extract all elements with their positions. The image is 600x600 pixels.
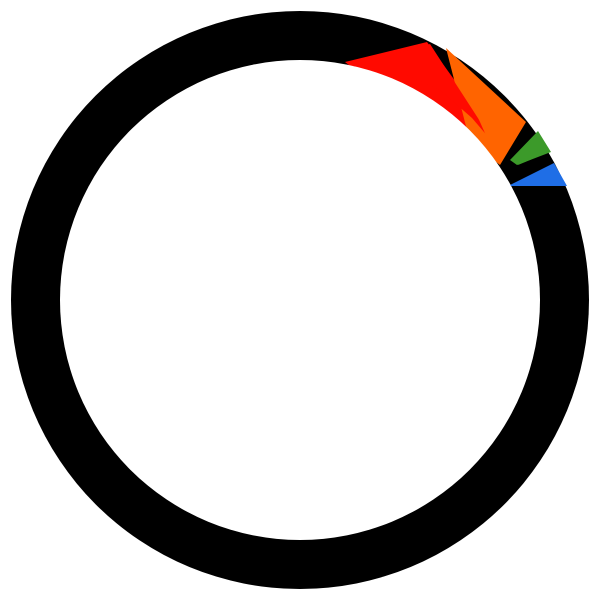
segment-red-tip [353, 44, 496, 146]
ring-inner-hole [60, 60, 540, 540]
segment-green-tip [518, 132, 549, 165]
ring-segments-inner-tips [353, 44, 566, 186]
segment-orange-tip [448, 50, 524, 160]
segment-blue-tip [510, 164, 566, 186]
